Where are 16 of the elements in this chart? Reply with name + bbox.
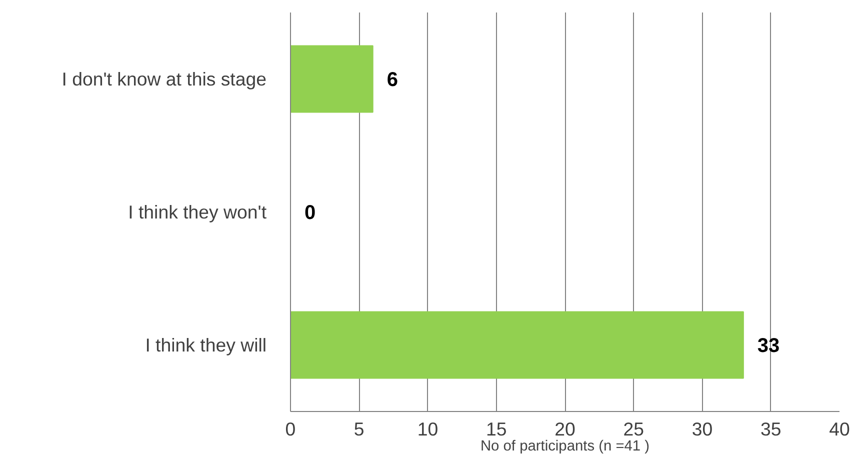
x-axis-title: No of participants (n =41 ) <box>480 438 650 454</box>
x-tick-label: 10 <box>417 418 438 440</box>
data-label: 33 <box>757 335 780 357</box>
x-tick-label: 15 <box>486 418 507 440</box>
y-tick-label: I think they will <box>145 334 266 356</box>
y-tick-label: I think they won't <box>128 202 268 222</box>
x-tick-label: 35 <box>760 418 782 440</box>
data-label: 0 <box>304 202 316 224</box>
x-tick-label: 0 <box>285 418 296 440</box>
x-tick-label: 30 <box>692 418 713 440</box>
x-tick-label: 40 <box>829 418 850 440</box>
x-tick-label: 5 <box>354 418 364 440</box>
x-tick-label: 25 <box>623 418 644 440</box>
data-label: 6 <box>386 69 398 91</box>
x-tick-label: 20 <box>554 418 576 440</box>
y-tick-label: I don't know at this stage <box>62 68 267 90</box>
